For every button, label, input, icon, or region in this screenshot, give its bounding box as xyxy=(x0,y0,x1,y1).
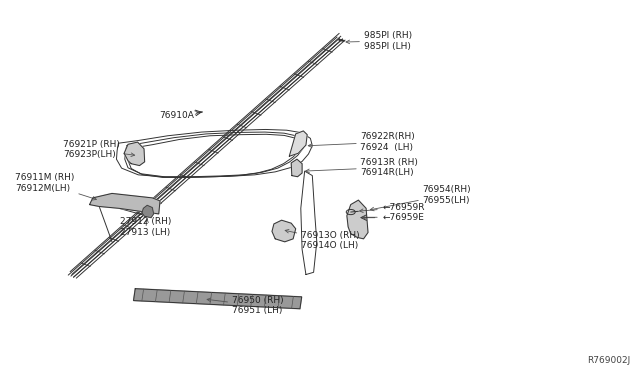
Polygon shape xyxy=(289,131,307,156)
Text: 76921P (RH)
76923P(LH): 76921P (RH) 76923P(LH) xyxy=(63,140,134,159)
Polygon shape xyxy=(291,159,302,177)
Text: 76910A: 76910A xyxy=(159,111,199,120)
Text: ←76959E: ←76959E xyxy=(362,213,424,222)
Polygon shape xyxy=(347,200,368,239)
Text: 76922R(RH)
76924  (LH): 76922R(RH) 76924 (LH) xyxy=(308,132,415,152)
Text: ←76959R: ←76959R xyxy=(360,203,425,212)
Polygon shape xyxy=(134,289,301,309)
Polygon shape xyxy=(90,193,160,214)
Polygon shape xyxy=(142,205,154,218)
Text: 27912 (RH)
27913 (LH): 27912 (RH) 27913 (LH) xyxy=(120,217,172,237)
Text: 985PI (RH)
985PI (LH): 985PI (RH) 985PI (LH) xyxy=(346,31,412,51)
Text: 76913O (RH)
76914O (LH): 76913O (RH) 76914O (LH) xyxy=(285,230,360,250)
Text: 76954(RH)
76955(LH): 76954(RH) 76955(LH) xyxy=(371,185,471,211)
Polygon shape xyxy=(272,220,296,242)
Polygon shape xyxy=(124,142,145,166)
Text: 76911M (RH)
76912M(LH): 76911M (RH) 76912M(LH) xyxy=(15,173,97,200)
Text: 76950 (RH)
76951 (LH): 76950 (RH) 76951 (LH) xyxy=(207,296,284,315)
Text: 76913R (RH)
76914R(LH): 76913R (RH) 76914R(LH) xyxy=(306,158,418,177)
Text: R769002J: R769002J xyxy=(587,356,630,365)
